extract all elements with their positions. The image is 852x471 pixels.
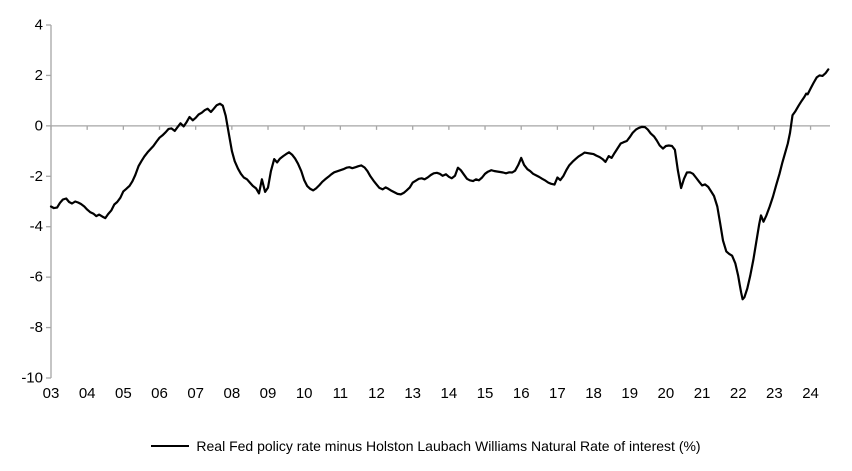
x-tick-label: 08 bbox=[224, 385, 241, 402]
x-tick-label: 17 bbox=[549, 385, 566, 402]
rate-line bbox=[49, 68, 830, 301]
legend-label: Real Fed policy rate minus Holston Lauba… bbox=[196, 438, 701, 454]
y-tick-label: -4 bbox=[30, 218, 43, 235]
legend: Real Fed policy rate minus Holston Lauba… bbox=[0, 435, 852, 457]
x-tick-label: 20 bbox=[658, 385, 675, 402]
y-tick-label: 2 bbox=[35, 67, 43, 84]
x-tick-label: 12 bbox=[368, 385, 385, 402]
x-tick-label: 06 bbox=[151, 385, 168, 402]
x-tick-label: 14 bbox=[441, 385, 458, 402]
x-tick-label: 23 bbox=[766, 385, 783, 402]
x-tick-label: 04 bbox=[79, 385, 96, 402]
x-tick-label: 03 bbox=[43, 385, 60, 402]
x-tick-label: 24 bbox=[802, 385, 819, 402]
x-tick-label: 11 bbox=[333, 385, 349, 402]
x-tick-label: 16 bbox=[513, 385, 530, 402]
x-tick-label: 15 bbox=[477, 385, 494, 402]
x-tick-label: 19 bbox=[621, 385, 638, 402]
x-tick-label: 10 bbox=[296, 385, 313, 402]
x-tick-label: 05 bbox=[115, 385, 132, 402]
x-tick-label: 09 bbox=[260, 385, 277, 402]
y-tick-label: -10 bbox=[21, 370, 43, 387]
x-tick-label: 07 bbox=[187, 385, 204, 402]
x-tick-label: 21 bbox=[694, 385, 711, 402]
legend-line-sample bbox=[151, 445, 190, 447]
y-tick-label: 0 bbox=[35, 117, 43, 134]
x-tick-label: 18 bbox=[585, 385, 602, 402]
y-tick-label: -2 bbox=[30, 168, 43, 185]
y-tick-label: 4 bbox=[35, 17, 43, 34]
y-tick-label: -6 bbox=[30, 269, 43, 286]
y-tick-label: -8 bbox=[30, 319, 43, 336]
x-tick-label: 22 bbox=[730, 385, 747, 402]
x-tick-label: 13 bbox=[404, 385, 421, 402]
